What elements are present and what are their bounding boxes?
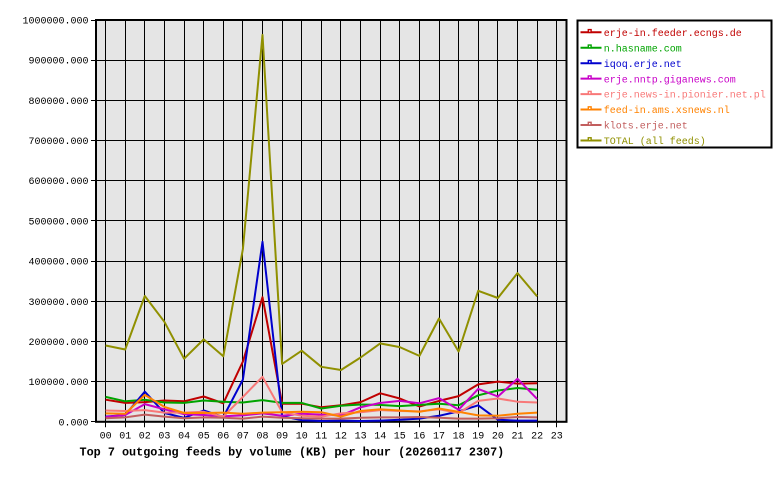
svg-text:12: 12: [335, 432, 347, 443]
svg-text:04: 04: [178, 432, 190, 443]
svg-text:18: 18: [453, 432, 465, 443]
svg-text:300000.000: 300000.000: [28, 298, 88, 309]
svg-text:13: 13: [355, 432, 367, 443]
svg-text:iqoq.erje.net: iqoq.erje.net: [604, 59, 682, 71]
svg-text:22: 22: [531, 432, 543, 443]
svg-text:08: 08: [256, 432, 268, 443]
svg-text:klots.erje.net: klots.erje.net: [604, 121, 688, 133]
svg-text:15: 15: [394, 432, 406, 443]
svg-text:500000.000: 500000.000: [28, 217, 88, 228]
svg-text:1000000.000: 1000000.000: [22, 17, 88, 28]
svg-text:TOTAL (all feeds): TOTAL (all feeds): [604, 136, 706, 148]
svg-text:erje.nntp.giganews.com: erje.nntp.giganews.com: [604, 74, 736, 86]
svg-text:05: 05: [198, 432, 210, 443]
svg-text:feed-in.ams.xsnews.nl: feed-in.ams.xsnews.nl: [604, 105, 730, 117]
svg-text:100000.000: 100000.000: [28, 378, 88, 389]
svg-text:20: 20: [492, 432, 504, 443]
svg-text:16: 16: [413, 432, 425, 443]
svg-text:21: 21: [511, 432, 523, 443]
svg-text:03: 03: [158, 432, 170, 443]
svg-text:Top 7 outgoing feeds by volume: Top 7 outgoing feeds by volume (KB) per …: [80, 446, 505, 460]
svg-text:14: 14: [374, 432, 386, 443]
svg-text:erje-in.feeder.ecngs.de: erje-in.feeder.ecngs.de: [604, 28, 742, 40]
svg-text:700000.000: 700000.000: [28, 137, 88, 148]
svg-text:n.hasname.com: n.hasname.com: [604, 43, 682, 55]
svg-text:00: 00: [100, 432, 112, 443]
svg-text:23: 23: [551, 432, 563, 443]
svg-text:02: 02: [139, 432, 151, 443]
svg-text:600000.000: 600000.000: [28, 177, 88, 188]
svg-text:400000.000: 400000.000: [28, 258, 88, 269]
svg-text:900000.000: 900000.000: [28, 57, 88, 68]
svg-text:17: 17: [433, 432, 445, 443]
svg-text:800000.000: 800000.000: [28, 97, 88, 108]
svg-text:07: 07: [237, 432, 249, 443]
svg-text:11: 11: [315, 432, 327, 443]
svg-text:erje.news-in.pionier.net.pl: erje.news-in.pionier.net.pl: [604, 90, 766, 102]
svg-text:0.000: 0.000: [58, 418, 88, 429]
svg-text:200000.000: 200000.000: [28, 338, 88, 349]
svg-text:10: 10: [296, 432, 308, 443]
svg-text:09: 09: [276, 432, 288, 443]
svg-text:06: 06: [217, 432, 229, 443]
svg-text:19: 19: [472, 432, 484, 443]
svg-text:01: 01: [119, 432, 131, 443]
